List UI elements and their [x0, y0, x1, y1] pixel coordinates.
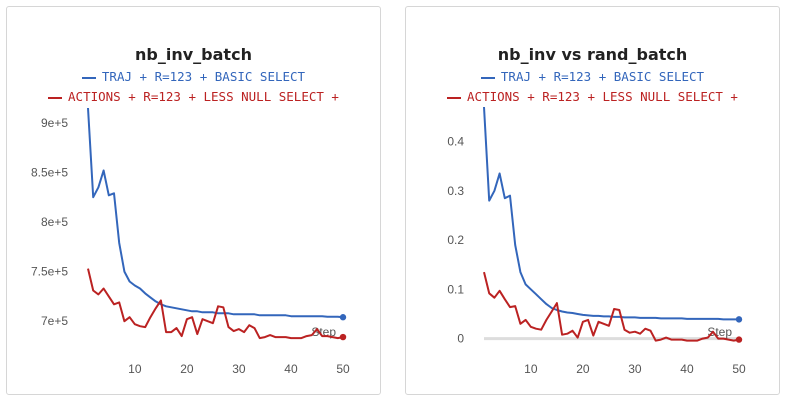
legend-label-traj: TRAJ + R=123 + BASIC SELECT — [101, 69, 306, 84]
line-chart-plot[interactable]: 0 0.1 0.2 0.3 0.4 10 20 30 40 50 Step — [406, 7, 781, 396]
legend-swatch-actions — [447, 96, 462, 99]
legend-label-actions: ACTIONS + R=123 + LESS NULL SELECT + — [467, 89, 738, 104]
legend-swatch-traj — [480, 76, 495, 79]
series-line-actions[interactable] — [87, 268, 344, 340]
legend-swatch-traj — [81, 76, 96, 79]
legend-label-traj: TRAJ + R=123 + BASIC SELECT — [500, 69, 705, 84]
series-line-actions[interactable] — [483, 271, 740, 342]
legend-entry-actions[interactable]: ACTIONS + R=123 + LESS NULL SELECT + — [406, 89, 779, 104]
x-tick-label: 40 — [284, 362, 298, 376]
y-tick-label: 8.5e+5 — [31, 165, 68, 179]
y-tick-label: 0 — [457, 332, 464, 346]
legend-entry-actions[interactable]: ACTIONS + R=123 + LESS NULL SELECT + — [7, 89, 380, 104]
series-end-point-actions — [339, 333, 347, 341]
x-tick-label: 20 — [180, 362, 194, 376]
y-tick-label: 0.4 — [447, 134, 464, 148]
x-axis-label: Step — [707, 325, 732, 339]
legend-entry-traj[interactable]: TRAJ + R=123 + BASIC SELECT — [7, 69, 380, 84]
x-tick-label: 30 — [232, 362, 246, 376]
legend-label-actions: ACTIONS + R=123 + LESS NULL SELECT + — [68, 89, 339, 104]
y-tick-label: 9e+5 — [41, 116, 68, 130]
x-tick-label: 50 — [732, 362, 746, 376]
y-tick-label: 0.3 — [447, 184, 464, 198]
series-line-traj[interactable] — [483, 106, 739, 321]
series-line-traj[interactable] — [87, 107, 344, 319]
chart-panel-nb-inv-batch: nb_inv_batch TRAJ + R=123 + BASIC SELECT… — [6, 6, 381, 395]
chart-panel-nb-inv-vs-rand-batch: nb_inv vs rand_batch TRAJ + R=123 + BASI… — [405, 6, 780, 395]
y-tick-label: 7e+5 — [41, 314, 68, 328]
series-end-point-traj — [339, 314, 347, 321]
x-tick-label: 20 — [576, 362, 590, 376]
legend-entry-traj[interactable]: TRAJ + R=123 + BASIC SELECT — [406, 69, 779, 84]
x-tick-label: 50 — [336, 362, 350, 376]
series-end-point-traj — [735, 316, 743, 323]
legend-swatch-actions — [48, 96, 63, 99]
y-tick-label: 8e+5 — [41, 215, 68, 229]
chart-title: nb_inv vs rand_batch — [497, 45, 688, 64]
series-end-point-actions — [735, 336, 743, 343]
y-tick-label: 0.1 — [447, 282, 464, 296]
x-tick-label: 10 — [524, 362, 538, 376]
chart-title: nb_inv_batch — [135, 45, 252, 64]
y-tick-label: 0.2 — [447, 233, 464, 247]
x-tick-label: 40 — [680, 362, 694, 376]
x-tick-label: 10 — [128, 362, 142, 376]
x-tick-label: 30 — [628, 362, 642, 376]
y-tick-label: 7.5e+5 — [31, 265, 68, 279]
